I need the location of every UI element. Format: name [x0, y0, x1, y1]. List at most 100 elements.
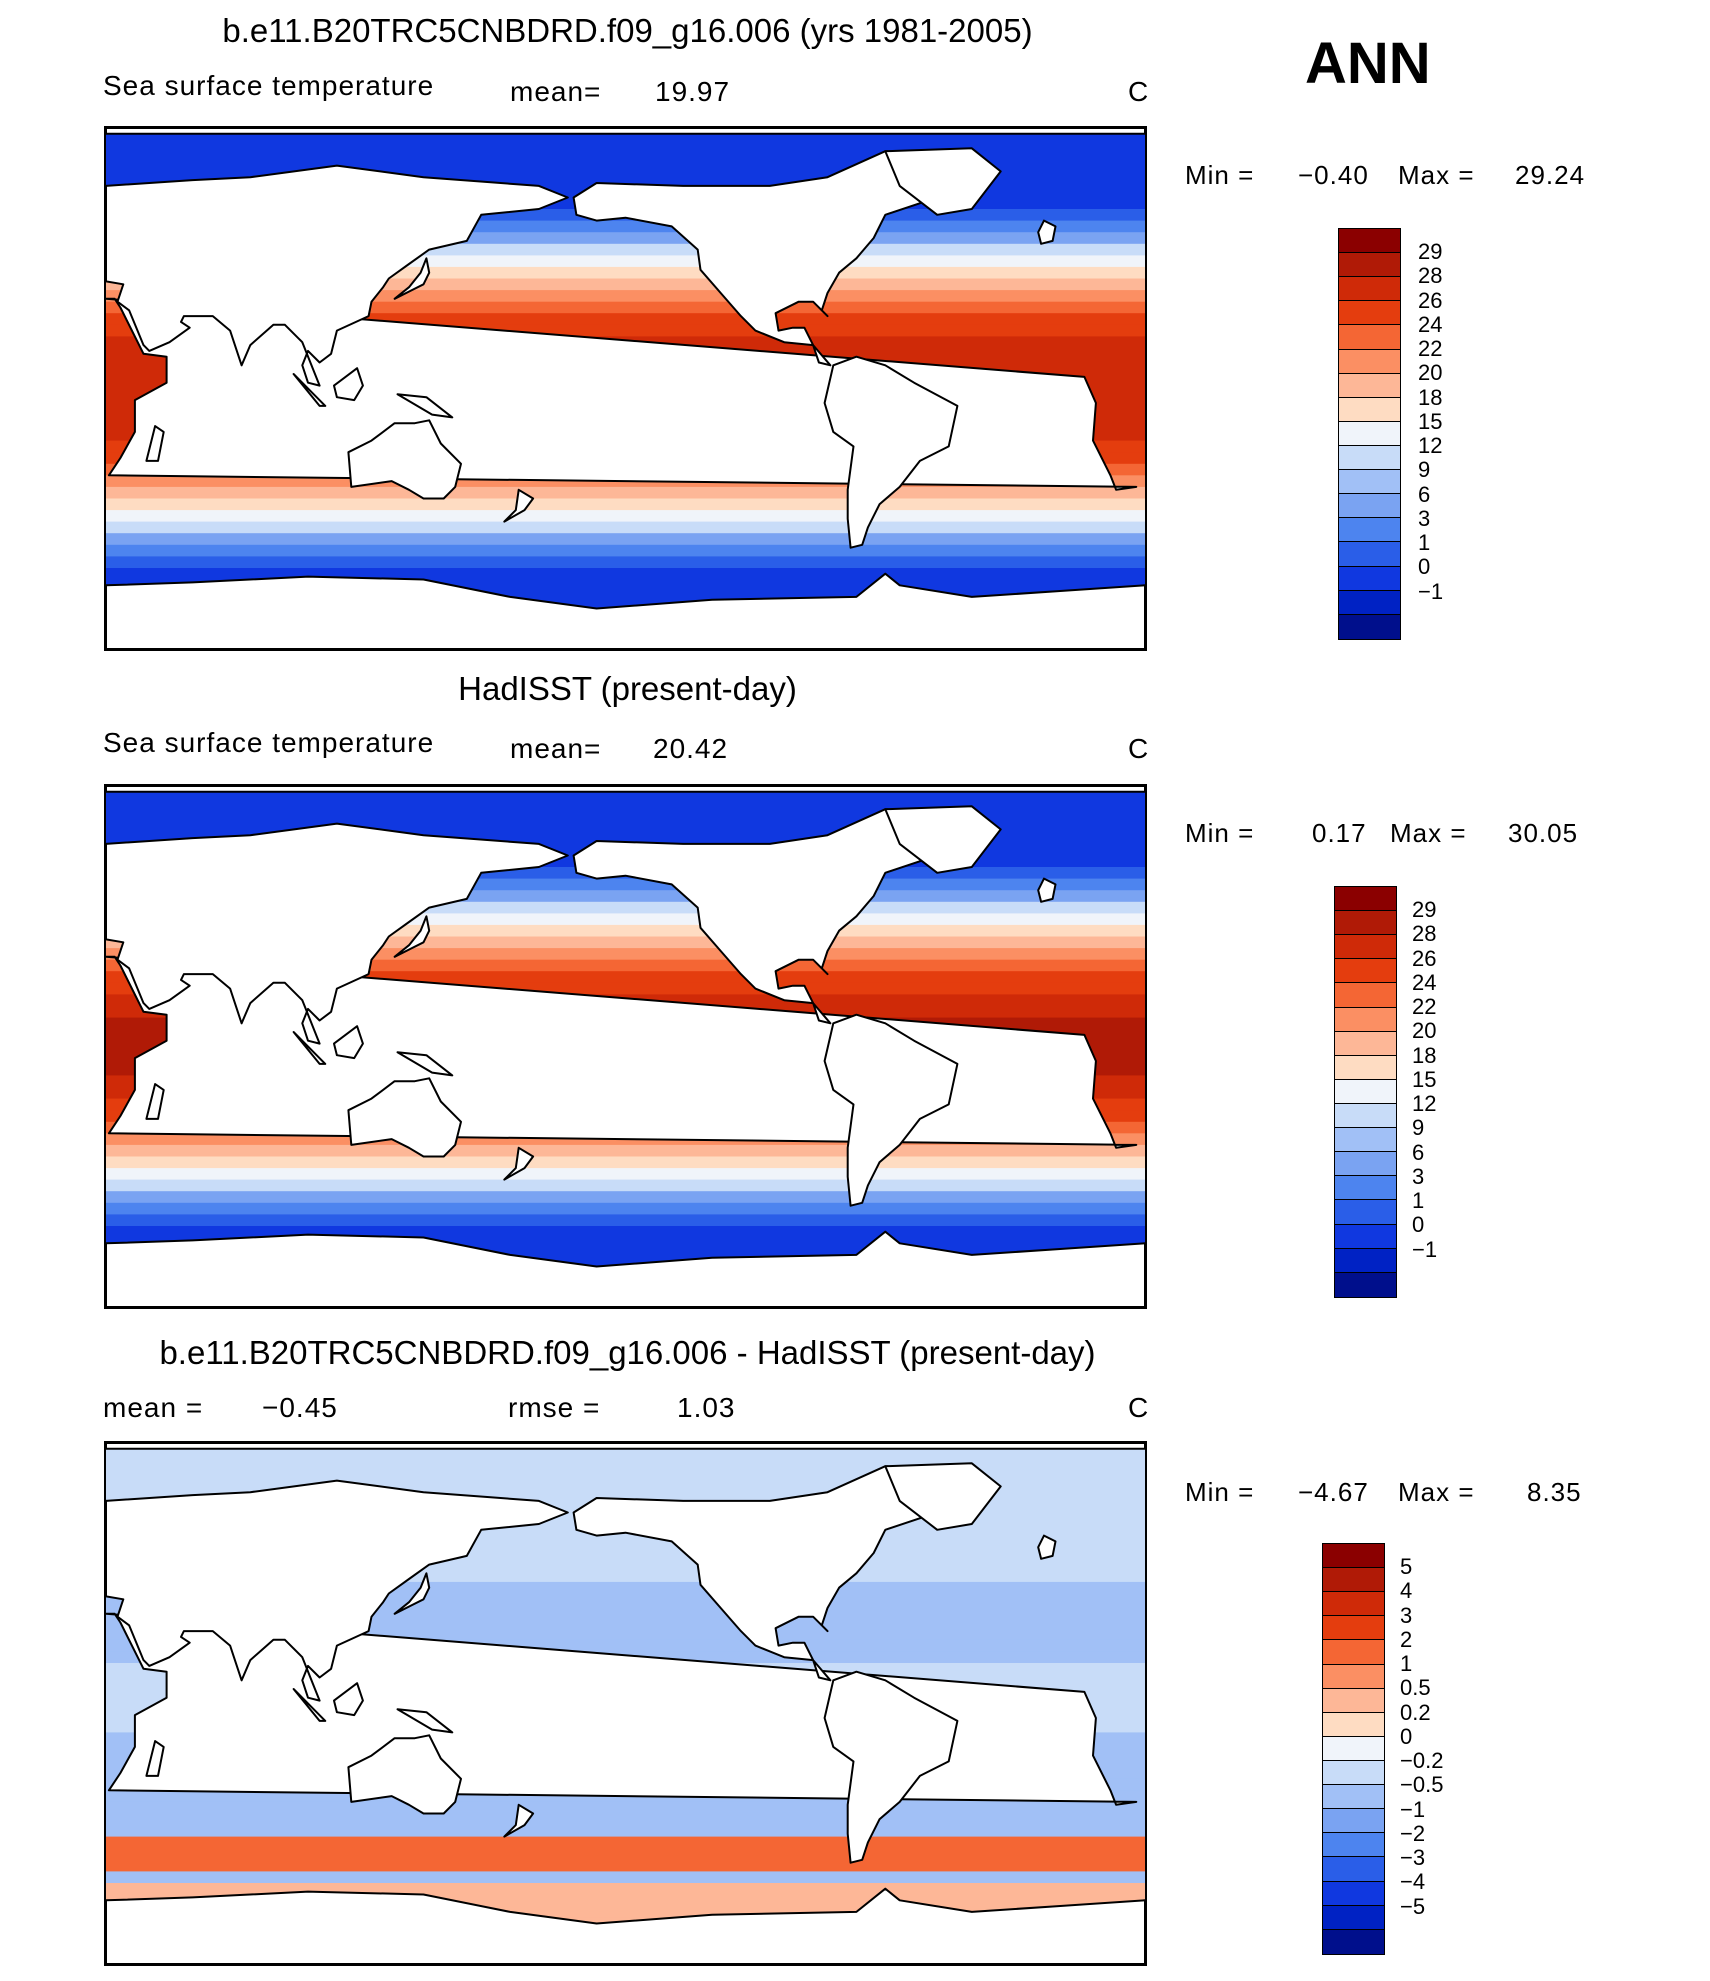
colorbar-tick-label: 29 [1418, 239, 1443, 265]
land-outline [145, 1740, 165, 1777]
colorbar-swatch [1339, 301, 1400, 326]
colorbar-tick-label: 5 [1400, 1554, 1413, 1580]
land-outline [292, 373, 327, 407]
colorbar-tick-label: 26 [1412, 945, 1437, 971]
land-outline [106, 572, 1145, 649]
sst-band [106, 1156, 1145, 1169]
colorbar-swatch [1323, 1785, 1384, 1810]
colorbar-swatch [1339, 494, 1400, 519]
land-outline [347, 419, 462, 500]
land-outline [347, 1077, 462, 1158]
land-outline [106, 128, 1145, 135]
panel-2-colorbar-labels: 29 28 26 24 22 20 18 15 12 9 6 3 1 0 −1 [1412, 886, 1492, 1298]
colorbar-swatch [1323, 1809, 1384, 1834]
colorbar-tick-label: 3 [1412, 1163, 1425, 1189]
panel-2-max-value: 30.05 [1508, 818, 1579, 848]
sst-band [106, 486, 1145, 500]
colorbar-swatch [1323, 1616, 1384, 1641]
land-outline [393, 915, 431, 958]
colorbar-swatch [1339, 470, 1400, 495]
panel-3-map [104, 1441, 1147, 1966]
colorbar-tick-label: 18 [1418, 384, 1443, 410]
colorbar-tick-label: 0 [1400, 1723, 1413, 1749]
panel-2-colorbar [1334, 886, 1397, 1298]
colorbar-swatch [1335, 1248, 1396, 1273]
land-outline [1037, 219, 1057, 245]
panel-3-mean-value: −0.45 [262, 1392, 338, 1423]
land-outline [333, 1025, 364, 1060]
land-outline [1037, 1534, 1057, 1560]
colorbar-tick-label: −0.2 [1400, 1748, 1444, 1774]
sst-band [106, 533, 1145, 546]
colorbar-tick-label: 20 [1412, 1018, 1437, 1044]
colorbar-tick-label: 22 [1418, 336, 1443, 362]
colorbar-swatch [1339, 277, 1400, 302]
colorbar-tick-label: 1 [1418, 530, 1431, 556]
sst-band [106, 498, 1145, 511]
land-outline [106, 822, 569, 1045]
colorbar-swatch [1323, 1881, 1384, 1906]
land-outline [823, 1670, 959, 1864]
sst-band [106, 1836, 1145, 1849]
land-outline [333, 367, 364, 402]
colorbar-swatch [1335, 887, 1396, 912]
colorbar-tick-label: 12 [1412, 1091, 1437, 1117]
colorbar-tick-label: 29 [1412, 897, 1437, 923]
land-outline [106, 786, 1145, 793]
sst-band [106, 1848, 1145, 1861]
colorbar-tick-label: −3 [1400, 1845, 1426, 1871]
colorbar-tick-label: 6 [1412, 1139, 1425, 1165]
colorbar-tick-label: 22 [1412, 994, 1437, 1020]
land-outline [503, 488, 535, 523]
sst-band [106, 797, 1145, 810]
land-outline [823, 1013, 959, 1207]
colorbar-swatch [1323, 1833, 1384, 1858]
colorbar-swatch [1323, 1688, 1384, 1713]
colorbar-swatch [1323, 1905, 1384, 1930]
colorbar-tick-label: 6 [1418, 481, 1431, 507]
sst-band [106, 1144, 1145, 1158]
sst-band [106, 1825, 1145, 1838]
colorbar-tick-label: 18 [1412, 1042, 1437, 1068]
colorbar-swatch [1339, 445, 1400, 471]
panel-2-title: HadISST (present-day) [458, 670, 797, 707]
colorbar-tick-label: 2 [1400, 1626, 1413, 1652]
land-outline [106, 1230, 1145, 1307]
panel-3-max-value: 8.35 [1527, 1477, 1582, 1507]
land-outline [106, 1479, 569, 1702]
colorbar-swatch [1323, 1760, 1384, 1786]
colorbar-tick-label: −1 [1412, 1236, 1438, 1262]
colorbar-swatch [1335, 1128, 1396, 1153]
colorbar-tick-label: −1 [1418, 578, 1444, 604]
sst-band [106, 1168, 1145, 1181]
colorbar-swatch [1335, 1176, 1396, 1201]
colorbar-swatch [1335, 983, 1396, 1008]
land-outline [393, 1572, 431, 1615]
colorbar-swatch [1323, 1736, 1384, 1761]
panel-1-title: b.e11.B20TRC5CNBDRD.f09_g16.006 (yrs 198… [222, 12, 1033, 49]
colorbar-swatch [1323, 1712, 1384, 1737]
land-outline [347, 1734, 462, 1815]
land-outline [884, 805, 1002, 874]
panel-1-max-label: Max = [1398, 160, 1475, 190]
land-outline [396, 1051, 454, 1077]
world-map [106, 786, 1145, 1307]
colorbar-swatch [1339, 373, 1400, 398]
colorbar-swatch [1339, 349, 1400, 374]
sst-band [106, 1214, 1145, 1227]
colorbar-tick-label: 15 [1412, 1066, 1437, 1092]
colorbar-tick-label: 3 [1400, 1602, 1413, 1628]
colorbar-swatch [1339, 542, 1400, 567]
world-map [106, 1443, 1145, 1964]
colorbar-tick-label: −1 [1400, 1796, 1426, 1822]
land-outline [145, 425, 165, 462]
panel-3-max-label: Max = [1398, 1477, 1475, 1507]
sst-band [106, 556, 1145, 569]
colorbar-tick-label: 1 [1412, 1188, 1425, 1214]
colorbar-swatch [1339, 325, 1400, 350]
sst-band [106, 544, 1145, 558]
colorbar-swatch [1339, 566, 1400, 591]
panel-1-mean-value: 19.97 [655, 76, 731, 107]
colorbar-swatch [1323, 1544, 1384, 1569]
sst-band [106, 1191, 1145, 1204]
